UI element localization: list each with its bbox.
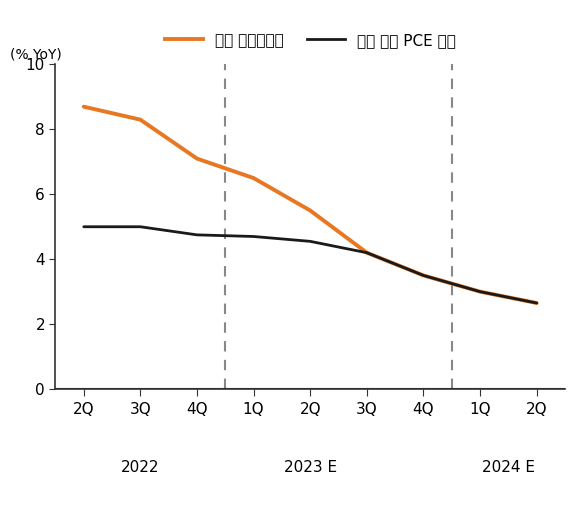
Text: 2024 E: 2024 E: [482, 461, 535, 475]
Text: (% YoY): (% YoY): [10, 47, 61, 61]
Text: 2022: 2022: [121, 461, 160, 475]
Legend: 미국 소비자물가, 미국 근원 PCE 물가: 미국 소비자물가, 미국 근원 PCE 물가: [158, 26, 462, 54]
Text: 2023 E: 2023 E: [284, 461, 337, 475]
